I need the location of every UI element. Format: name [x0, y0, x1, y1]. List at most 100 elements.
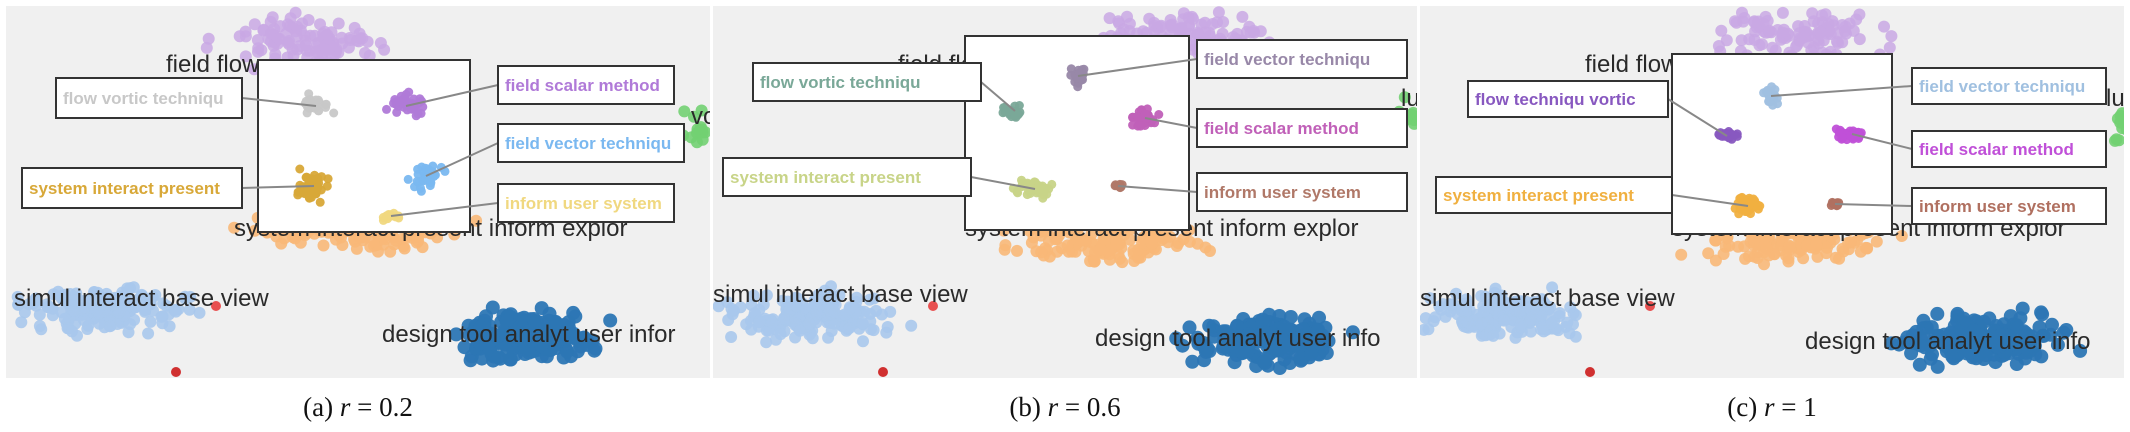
- background-point: [2073, 343, 2088, 358]
- background-point: [1924, 320, 1939, 335]
- background-point: [1182, 320, 1197, 335]
- background-point: [1836, 242, 1849, 255]
- background-point: [1564, 301, 1577, 314]
- connector-line: [1667, 98, 1728, 137]
- inset-cluster: [1128, 104, 1164, 131]
- background-point: [1944, 333, 1959, 347]
- background-point: [760, 289, 773, 302]
- background-point: [1782, 252, 1795, 265]
- background-point: [1978, 348, 1993, 362]
- background-point: [54, 290, 67, 302]
- caption-b-value: = 0.6: [1058, 392, 1121, 422]
- connector-line: [405, 84, 499, 107]
- connector-line: [425, 142, 499, 177]
- background-point: [310, 45, 323, 58]
- background-point: [499, 328, 514, 343]
- background-point: [1420, 312, 1432, 325]
- inset-point: [1136, 121, 1146, 131]
- caption-c-var: r: [1763, 392, 1775, 422]
- background-label: simul interact base view: [713, 281, 968, 308]
- background-point: [793, 324, 806, 337]
- background-point: [1127, 244, 1140, 257]
- background-point: [1826, 15, 1839, 28]
- background-point: [124, 318, 137, 331]
- background-point: [747, 289, 760, 302]
- background-point: [1752, 15, 1765, 28]
- inset-point: [311, 95, 321, 105]
- background-point: [566, 305, 581, 320]
- background-point: [1124, 233, 1136, 246]
- inset-point: [1764, 91, 1774, 101]
- background-point: [2116, 122, 2124, 135]
- background-point: [1197, 353, 1211, 368]
- background-point: [1797, 252, 1810, 265]
- annotation-box: [1911, 130, 2107, 168]
- background-point: [1885, 30, 1898, 43]
- background-point: [928, 301, 938, 311]
- background-point: [183, 303, 196, 316]
- background-point: [1912, 357, 1927, 372]
- background-point: [2036, 328, 2051, 343]
- background-point: [356, 32, 369, 45]
- background-point: [1254, 25, 1267, 38]
- background-point: [1164, 14, 1177, 26]
- inset-point: [403, 174, 413, 184]
- inset-point: [295, 164, 305, 174]
- background-point: [412, 230, 425, 243]
- background-point: [78, 314, 90, 327]
- background-point: [757, 298, 770, 311]
- inset-point: [1066, 64, 1076, 74]
- background-point: [332, 17, 345, 30]
- inset-point: [1110, 181, 1120, 191]
- background-point: [1148, 16, 1161, 29]
- connector-line: [1117, 185, 1198, 193]
- inset-point: [412, 176, 422, 186]
- background-point: [1290, 338, 1305, 353]
- background-point: [202, 32, 215, 45]
- background-point: [1758, 258, 1770, 271]
- background-point: [1883, 41, 1896, 54]
- annotation-label: inform user system: [1919, 197, 2076, 216]
- background-point: [1844, 236, 1857, 249]
- background-point: [1236, 10, 1249, 23]
- background-point: [320, 44, 333, 57]
- background-point: [372, 245, 384, 258]
- background-point: [269, 48, 282, 61]
- background-point: [1198, 342, 1213, 357]
- background-point: [1814, 26, 1827, 39]
- inset-cluster: [403, 161, 450, 196]
- background-point: [1535, 309, 1548, 322]
- background-point: [120, 295, 133, 308]
- background-point: [248, 18, 261, 31]
- inset-point: [1154, 110, 1164, 119]
- background-point: [1932, 334, 1947, 349]
- background-point: [1303, 347, 1318, 361]
- background-point: [2045, 317, 2059, 332]
- inset-box: [1671, 53, 1893, 235]
- background-point: [1853, 33, 1866, 46]
- inset-point: [293, 187, 303, 197]
- background-point: [1226, 339, 1241, 354]
- annotation-box: [1196, 172, 1408, 212]
- caption-a-value: = 0.2: [350, 392, 413, 422]
- inset-cluster: [1066, 64, 1089, 92]
- background-point: [905, 319, 918, 332]
- background-point: [1738, 12, 1751, 24]
- background-point: [1930, 306, 1945, 321]
- connector-line: [980, 81, 1016, 112]
- background-point: [1443, 298, 1456, 311]
- panel-b: field flowlusystem interact present info…: [713, 6, 1417, 378]
- background-point: [462, 327, 477, 342]
- background-point: [349, 235, 362, 248]
- background-point: [547, 336, 562, 351]
- inset-cluster: [293, 164, 333, 207]
- background-point: [1477, 305, 1490, 318]
- background-point: [1990, 339, 2004, 354]
- background-point: [1717, 248, 1730, 260]
- background-point: [239, 50, 252, 63]
- background-point: [1256, 354, 1271, 369]
- background-point: [825, 280, 837, 293]
- background-point: [121, 282, 134, 295]
- background-point: [1812, 37, 1825, 50]
- background-point: [200, 41, 213, 54]
